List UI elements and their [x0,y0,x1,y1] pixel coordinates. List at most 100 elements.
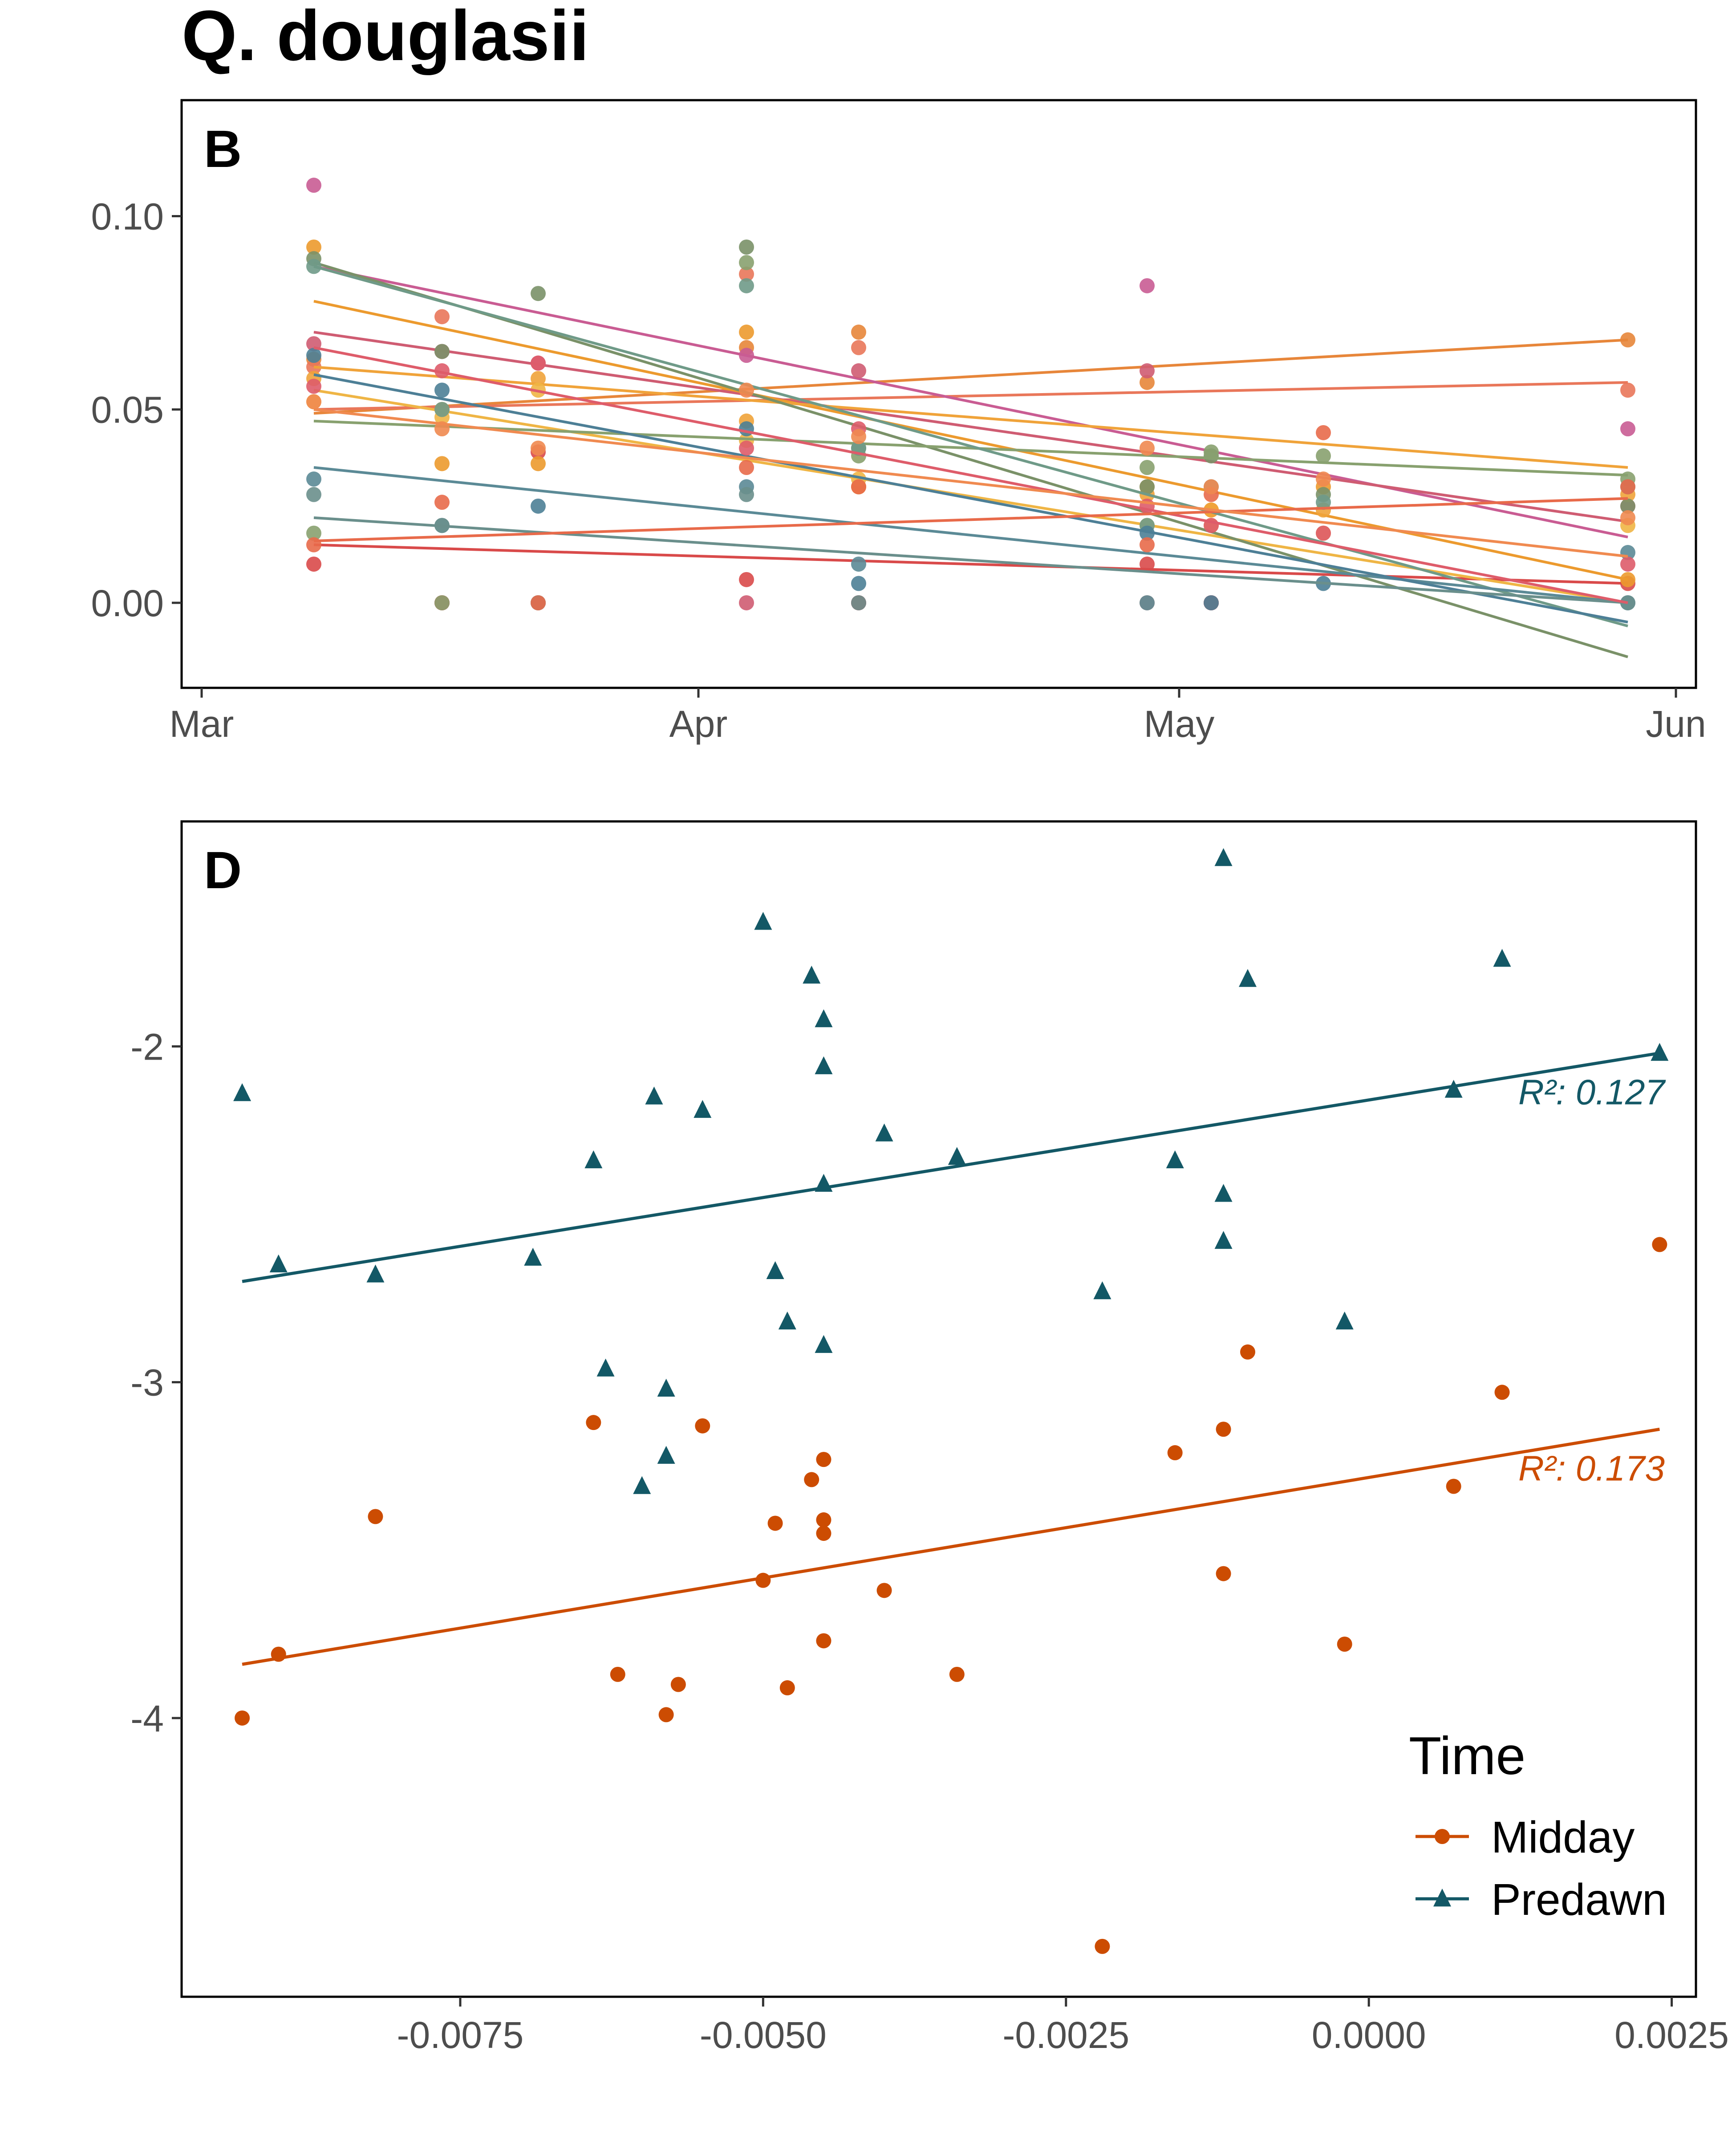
panel-b-point [851,595,866,610]
panel-b-y-tick-label: 0.05 [91,389,164,431]
panel-d-point-midday [368,1509,383,1524]
panel-b-point [1204,595,1219,610]
panel-d-point-predawn [1335,1311,1354,1330]
panel-d-point-midday [876,1583,892,1598]
panel-b-point [739,487,754,502]
panel-b-point [739,382,754,398]
panel-d-point-predawn [1214,848,1233,866]
panel-d-x-tick-label: -0.0075 [397,2014,524,2056]
panel-b-point [1620,510,1635,525]
panel-b-point [306,471,321,487]
panel-b: Mar Apr May Jun 0.00 0.05 0.10 B [91,99,1706,745]
panel-b-point [739,460,754,475]
panel-d-point-predawn [524,1247,542,1266]
panel-d-point-predawn [803,965,821,984]
panel-b-point [1140,278,1155,293]
panel-b-point [531,456,546,471]
panel-d-point-midday [1652,1237,1667,1252]
panel-b-point [851,363,866,378]
panel-b-point [306,394,321,410]
panel-d-point-predawn [815,1009,833,1028]
panel-d-point-midday [586,1415,601,1430]
panel-b-point [1620,382,1635,398]
panel-b-point [1316,448,1331,463]
panel-b-point [434,402,450,417]
panel-b-point [739,266,754,282]
panel-d-frame [180,820,1697,1998]
panel-d-point-midday [804,1472,819,1487]
panel-b-label: B [204,120,242,179]
panel-d-x-tick-label: -0.0025 [1002,2014,1129,2056]
panel-b-point [434,495,450,510]
panel-b-point [306,348,321,363]
panel-d-point-predawn [875,1123,893,1142]
panel-b-trend-line [313,419,1628,477]
panel-d-fit-line-predawn [242,1052,1660,1283]
legend-label-predawn: Predawn [1491,1875,1667,1925]
panel-b-point [434,456,450,471]
panel-b-point [1140,537,1155,553]
panel-b-point [851,340,866,355]
panel-b-point [306,240,321,255]
panel-b-point [306,487,321,502]
panel-b-trend-line [313,408,1628,558]
panel-b-point [1316,425,1331,440]
legend-key-marker-midday [1435,1829,1450,1844]
panel-b-trend-line [313,516,1628,604]
panel-d-point-predawn [633,1476,651,1494]
panel-d-point-predawn [766,1261,784,1279]
panel-b-point [1620,479,1635,495]
panel-d-y-tick-label: -2 [130,1026,164,1068]
panel-d-label: D [204,841,242,900]
panel-d-point-predawn [645,1086,663,1105]
panel-b-point [851,429,866,444]
panel-b-point [1140,460,1155,475]
panel-b-point [739,240,754,255]
panel-b-point [306,178,321,193]
panel-b-trend-line [313,373,1628,624]
panel-b-point [851,576,866,591]
panel-b-point [1140,363,1155,378]
panel-b-trend-line [313,381,1628,411]
panel-d-point-midday [816,1633,831,1649]
panel-b-point [739,325,754,340]
panel-d-point-predawn [596,1358,615,1377]
panel-b-point [739,255,754,270]
panel-b-marks [306,178,1635,658]
panel-b-point [1140,374,1155,390]
panel-b-point [1204,479,1219,495]
panel-d-point-predawn [657,1378,675,1397]
panel-d-point-midday [658,1707,674,1723]
panel-d-point-predawn [269,1254,288,1272]
panel-d-point-midday [816,1512,831,1528]
panel-b-point [306,525,321,541]
panel-b-point [1204,444,1219,460]
panel-b-point [1140,440,1155,456]
panel-d-point-predawn [1214,1231,1233,1249]
panel-d-point-midday [1446,1479,1461,1494]
panel-d-point-midday [755,1572,771,1588]
panel-d-point-predawn [657,1446,675,1464]
panel-d-point-predawn [694,1100,712,1118]
panel-b-point [739,595,754,610]
panel-d-point-predawn [1166,1150,1184,1169]
panel-b-point [739,572,754,587]
panel-d-point-midday [610,1666,625,1682]
legend-title: Time [1409,1726,1525,1786]
panel-b-point [851,325,866,340]
panel-b-point [739,440,754,456]
panel-d-point-midday [816,1452,831,1467]
panel-d-r2-label-predawn: R²: 0.127 [1518,1072,1666,1112]
panel-d-point-predawn [778,1311,796,1330]
panel-b-trend-line [313,366,1628,469]
panel-d-fit-line-midday [242,1427,1660,1666]
panel-b-point [1140,525,1155,541]
panel-d-point-predawn [233,1083,251,1101]
panel-d-point-midday [695,1418,710,1434]
panel-d-point-predawn [366,1264,385,1283]
panel-d-point-midday [1216,1422,1231,1437]
panel-b-x-tick-label: Jun [1646,703,1706,745]
panel-d-point-predawn [1093,1281,1111,1300]
panel-d-point-midday [235,1710,250,1726]
